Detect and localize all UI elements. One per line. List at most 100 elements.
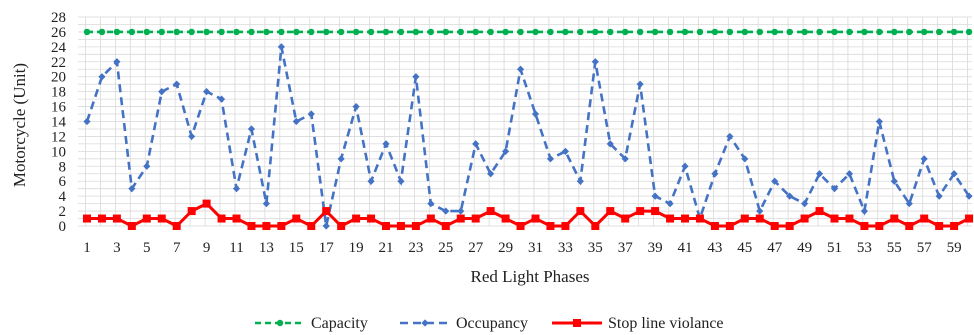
data-point <box>293 28 300 36</box>
data-point <box>636 207 645 216</box>
data-point <box>785 222 794 230</box>
x-tick-label: 37 <box>618 240 634 256</box>
y-tick-label: 26 <box>51 25 67 41</box>
y-tick-label: 14 <box>51 115 67 131</box>
y-tick-label: 24 <box>51 40 67 56</box>
data-point <box>875 117 883 126</box>
data-point <box>143 28 150 36</box>
data-point <box>187 207 196 216</box>
data-point <box>695 214 704 223</box>
data-point <box>950 28 958 36</box>
data-point <box>203 28 210 36</box>
data-point <box>875 222 884 230</box>
data-point <box>846 28 853 36</box>
x-tick-label: 5 <box>143 240 151 256</box>
data-point <box>217 214 226 223</box>
data-point <box>531 214 540 223</box>
data-point <box>127 222 136 230</box>
data-point <box>337 222 346 230</box>
data-point <box>651 192 659 200</box>
data-point <box>755 214 764 223</box>
legend-item: Stop line violance <box>552 315 724 332</box>
series-stop-line-violance <box>83 199 974 230</box>
data-point <box>442 207 450 215</box>
data-point <box>411 222 420 230</box>
legend-label: Capacity <box>311 315 368 332</box>
data-point <box>876 28 883 36</box>
x-tick-label: 53 <box>857 240 872 256</box>
data-point <box>172 222 181 230</box>
data-point <box>248 28 255 36</box>
data-point <box>516 65 525 73</box>
data-point <box>396 222 405 230</box>
data-point <box>711 28 719 36</box>
data-point <box>845 214 854 223</box>
data-point <box>337 155 345 163</box>
data-point <box>352 214 361 223</box>
y-tick-label: 16 <box>51 100 67 116</box>
data-point <box>681 214 689 223</box>
data-point <box>576 207 585 216</box>
data-point <box>442 28 449 36</box>
data-point <box>158 28 165 36</box>
data-point <box>233 28 240 36</box>
data-point <box>158 88 166 96</box>
x-tick-label: 49 <box>797 240 812 256</box>
x-tick-label: 59 <box>947 240 962 256</box>
data-point <box>845 170 854 178</box>
data-point <box>786 28 793 36</box>
data-point <box>546 222 555 230</box>
data-point <box>607 28 614 36</box>
data-point <box>920 214 929 223</box>
data-point <box>232 214 241 223</box>
data-point <box>98 73 106 81</box>
legend-item: Capacity <box>255 315 368 332</box>
data-point <box>711 170 719 178</box>
x-tick-label: 47 <box>767 240 783 256</box>
data-point <box>471 214 480 223</box>
data-point <box>666 28 674 36</box>
data-point <box>801 200 809 208</box>
data-point <box>816 28 823 36</box>
data-point <box>157 214 166 223</box>
x-tick-label: 29 <box>498 240 513 256</box>
data-point <box>142 214 151 223</box>
x-axis-ticks: 1 3 5 7 9 11 13 15 17 19 21 23 25 27 29 31 33 35 37 39 41 43 4… <box>83 240 961 256</box>
data-point <box>98 28 106 36</box>
data-point <box>860 207 868 215</box>
data-point <box>97 214 106 223</box>
x-tick-label: 35 <box>588 240 603 256</box>
x-tick-label: 23 <box>408 240 423 256</box>
x-tick-label: 51 <box>827 240 842 256</box>
data-point <box>651 207 660 216</box>
data-point <box>786 192 794 200</box>
data-point <box>516 222 525 230</box>
data-point <box>710 222 719 230</box>
data-point <box>487 28 494 36</box>
data-point <box>771 28 778 36</box>
data-point <box>546 155 555 163</box>
data-point <box>472 28 479 36</box>
data-point <box>636 28 644 36</box>
data-point <box>367 177 375 185</box>
y-tick-label: 12 <box>51 129 66 145</box>
legend-item: Occupancy <box>400 315 528 332</box>
data-point <box>741 155 749 163</box>
data-point <box>726 28 734 36</box>
data-point <box>621 155 629 163</box>
y-tick-label: 6 <box>59 174 67 190</box>
data-point <box>800 214 809 223</box>
data-point <box>770 222 779 230</box>
data-point <box>292 117 300 126</box>
data-point <box>651 28 659 36</box>
data-point <box>112 214 121 223</box>
data-point <box>562 28 569 36</box>
data-point <box>921 28 928 36</box>
data-point <box>128 185 136 193</box>
data-point <box>905 200 913 208</box>
data-point <box>621 214 630 223</box>
series-line <box>85 46 971 227</box>
data-point <box>890 214 899 223</box>
